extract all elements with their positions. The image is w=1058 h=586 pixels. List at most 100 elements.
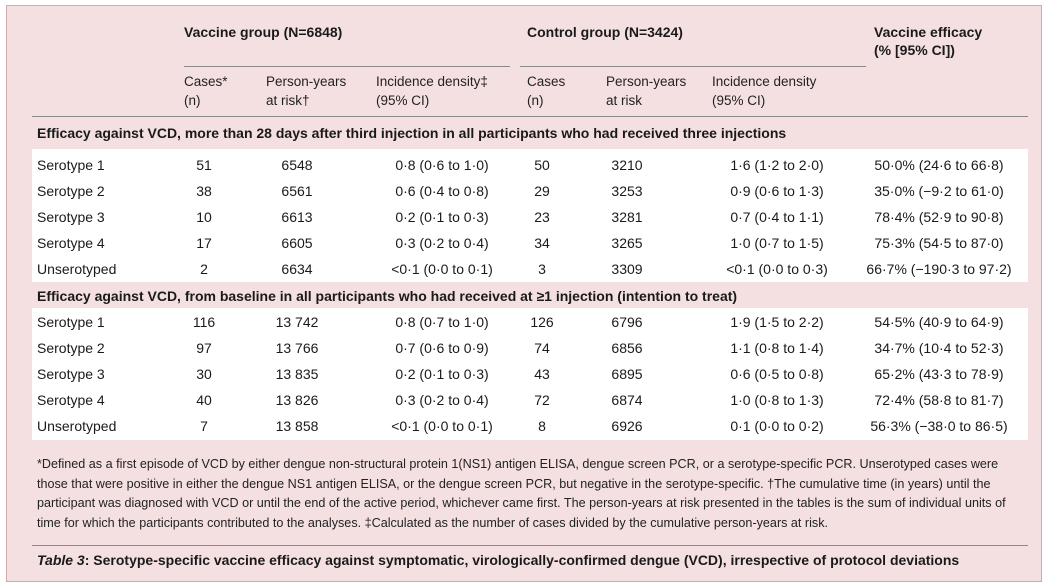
efficacy-header-line1: Vaccine efficacy [874, 24, 983, 40]
cell-incidence: 0·8 (0·6 to 1·0) [395, 157, 489, 173]
cell-control-incidence: 0·9 (0·6 to 1·3) [730, 183, 824, 199]
table-row: Serotype 1 51 6548 0·8 (0·6 to 1·0) 50 3… [32, 152, 1028, 178]
cell-control-person-years: 3253 [611, 183, 643, 199]
cell-incidence: 0·3 (0·2 to 0·4) [395, 392, 489, 408]
control-group-rule [520, 66, 866, 67]
person-years-header: Person-years at risk† [266, 74, 347, 108]
cell-cases: 97 [196, 340, 212, 356]
cell-incidence: <0·1 (0·0 to 0·1) [391, 261, 493, 277]
cell-serotype: Unserotyped [37, 261, 117, 277]
cell-cases: 51 [196, 157, 212, 173]
cell-control-person-years: 3265 [611, 235, 643, 251]
section-band [32, 149, 1028, 282]
vaccine-group-rule [184, 66, 510, 67]
cell-person-years: 13 835 [275, 366, 319, 382]
cell-control-incidence: 0·1 (0·0 to 0·2) [730, 418, 824, 434]
cell-control-cases: 34 [534, 235, 550, 251]
cell-control-person-years: 6874 [611, 392, 643, 408]
cell-cases: 2 [200, 261, 208, 277]
table-caption: Table 3: Serotype-specific vaccine effic… [37, 551, 959, 569]
caption-text: : Serotype-specific vaccine efficacy aga… [84, 552, 960, 568]
table-row: Serotype 1 116 13 742 0·8 (0·7 to 1·0) 1… [32, 309, 1028, 335]
cell-serotype: Serotype 3 [37, 366, 105, 382]
control-group-header: Control group (N=3424) [527, 24, 683, 40]
cell-person-years: 6634 [281, 261, 313, 277]
cell-incidence: 0·2 (0·1 to 0·3) [395, 366, 489, 382]
cell-person-years: 13 742 [275, 314, 319, 330]
cell-control-cases: 23 [534, 209, 550, 225]
cell-incidence: 0·7 (0·6 to 0·9) [395, 340, 489, 356]
cell-person-years: 13 858 [275, 418, 319, 434]
table-frame [6, 5, 1042, 582]
cell-incidence: <0·1 (0·0 to 0·1) [391, 418, 493, 434]
cell-control-cases: 50 [534, 157, 550, 173]
table-footnote: *Defined as a first episode of VCD by ei… [37, 457, 1006, 530]
cases-header: Cases* (n) [184, 74, 228, 108]
cell-efficacy: 54·5% (40·9 to 64·9) [874, 314, 1004, 330]
table-row: Serotype 4 40 13 826 0·3 (0·2 to 0·4) 72… [32, 387, 1028, 413]
cell-control-incidence: 1·0 (0·7 to 1·5) [730, 235, 824, 251]
cell-person-years: 6548 [281, 157, 313, 173]
cell-serotype: Serotype 4 [37, 392, 105, 408]
cell-cases: 17 [196, 235, 212, 251]
caption-label: Table 3 [37, 552, 85, 568]
cell-control-cases: 126 [530, 314, 554, 330]
cell-incidence: 0·6 (0·4 to 0·8) [395, 183, 489, 199]
cell-person-years: 13 826 [275, 392, 319, 408]
cell-person-years: 6605 [281, 235, 313, 251]
cell-cases: 38 [196, 183, 212, 199]
table-row: Unserotyped 2 6634 <0·1 (0·0 to 0·1) 3 3… [32, 256, 1028, 282]
cell-serotype: Serotype 2 [37, 340, 105, 356]
cell-control-person-years: 3281 [611, 209, 643, 225]
header-bottom-rule [32, 116, 1028, 117]
cell-control-incidence: 1·9 (1·5 to 2·2) [730, 314, 824, 330]
incidence-header: Incidence density‡ (95% CI) [376, 74, 488, 108]
cell-control-person-years: 3210 [611, 157, 643, 173]
cell-control-cases: 72 [534, 392, 550, 408]
cell-control-incidence: 0·7 (0·4 to 1·1) [730, 209, 824, 225]
cell-incidence: 0·8 (0·7 to 1·0) [395, 314, 489, 330]
cell-serotype: Serotype 1 [37, 157, 105, 173]
cell-efficacy: 66·7% (−190·3 to 97·2) [866, 261, 1012, 277]
cell-control-incidence: 0·6 (0·5 to 0·8) [730, 366, 824, 382]
cell-efficacy: 75·3% (54·5 to 87·0) [874, 235, 1004, 251]
vaccine-group-header: Vaccine group (N=6848) [184, 24, 343, 40]
cell-cases: 10 [196, 209, 212, 225]
cell-control-person-years: 6856 [611, 340, 643, 356]
cell-efficacy: 35·0% (−9·2 to 61·0) [874, 183, 1004, 199]
cell-person-years: 13 766 [275, 340, 319, 356]
cell-control-cases: 43 [534, 366, 550, 382]
table-row: Unserotyped 7 13 858 <0·1 (0·0 to 0·1) 8… [32, 413, 1028, 439]
cell-cases: 40 [196, 392, 212, 408]
cell-efficacy: 56·3% (−38·0 to 86·5) [870, 418, 1008, 434]
table-row: Serotype 3 10 6613 0·2 (0·1 to 0·3) 23 3… [32, 204, 1028, 230]
cell-serotype: Serotype 4 [37, 235, 105, 251]
cell-control-cases: 3 [538, 261, 546, 277]
table-row: Serotype 2 38 6561 0·6 (0·4 to 0·8) 29 3… [32, 178, 1028, 204]
cell-cases: 7 [200, 418, 208, 434]
cell-efficacy: 72·4% (58·8 to 81·7) [874, 392, 1004, 408]
cell-control-incidence: <0·1 (0·0 to 0·3) [726, 261, 828, 277]
control-cases-header: Cases (n) [527, 74, 566, 108]
section-title: Efficacy against VCD, more than 28 days … [37, 125, 787, 141]
cell-control-cases: 74 [534, 340, 550, 356]
efficacy-header-line2: (% [95% CI]) [874, 42, 955, 58]
cell-efficacy: 78·4% (52·9 to 90·8) [874, 209, 1004, 225]
cell-serotype: Serotype 2 [37, 183, 105, 199]
cell-cases: 116 [192, 314, 216, 330]
table-row: Serotype 4 17 6605 0·3 (0·2 to 0·4) 34 3… [32, 230, 1028, 256]
cell-efficacy: 65·2% (43·3 to 78·9) [874, 366, 1004, 382]
cell-serotype: Serotype 3 [37, 209, 105, 225]
cell-control-person-years: 6796 [611, 314, 643, 330]
cell-serotype: Serotype 1 [37, 314, 105, 330]
cell-efficacy: 34·7% (10·4 to 52·3) [874, 340, 1004, 356]
cell-control-incidence: 1·0 (0·8 to 1·3) [730, 392, 824, 408]
cell-control-person-years: 6926 [611, 418, 643, 434]
cell-control-cases: 29 [534, 183, 550, 199]
cell-person-years: 6561 [281, 183, 313, 199]
caption-rule [32, 545, 1028, 546]
cell-serotype: Unserotyped [37, 418, 117, 434]
cell-cases: 30 [196, 366, 212, 382]
cell-person-years: 6613 [281, 209, 313, 225]
control-person-years-header: Person-years at risk [606, 74, 687, 108]
